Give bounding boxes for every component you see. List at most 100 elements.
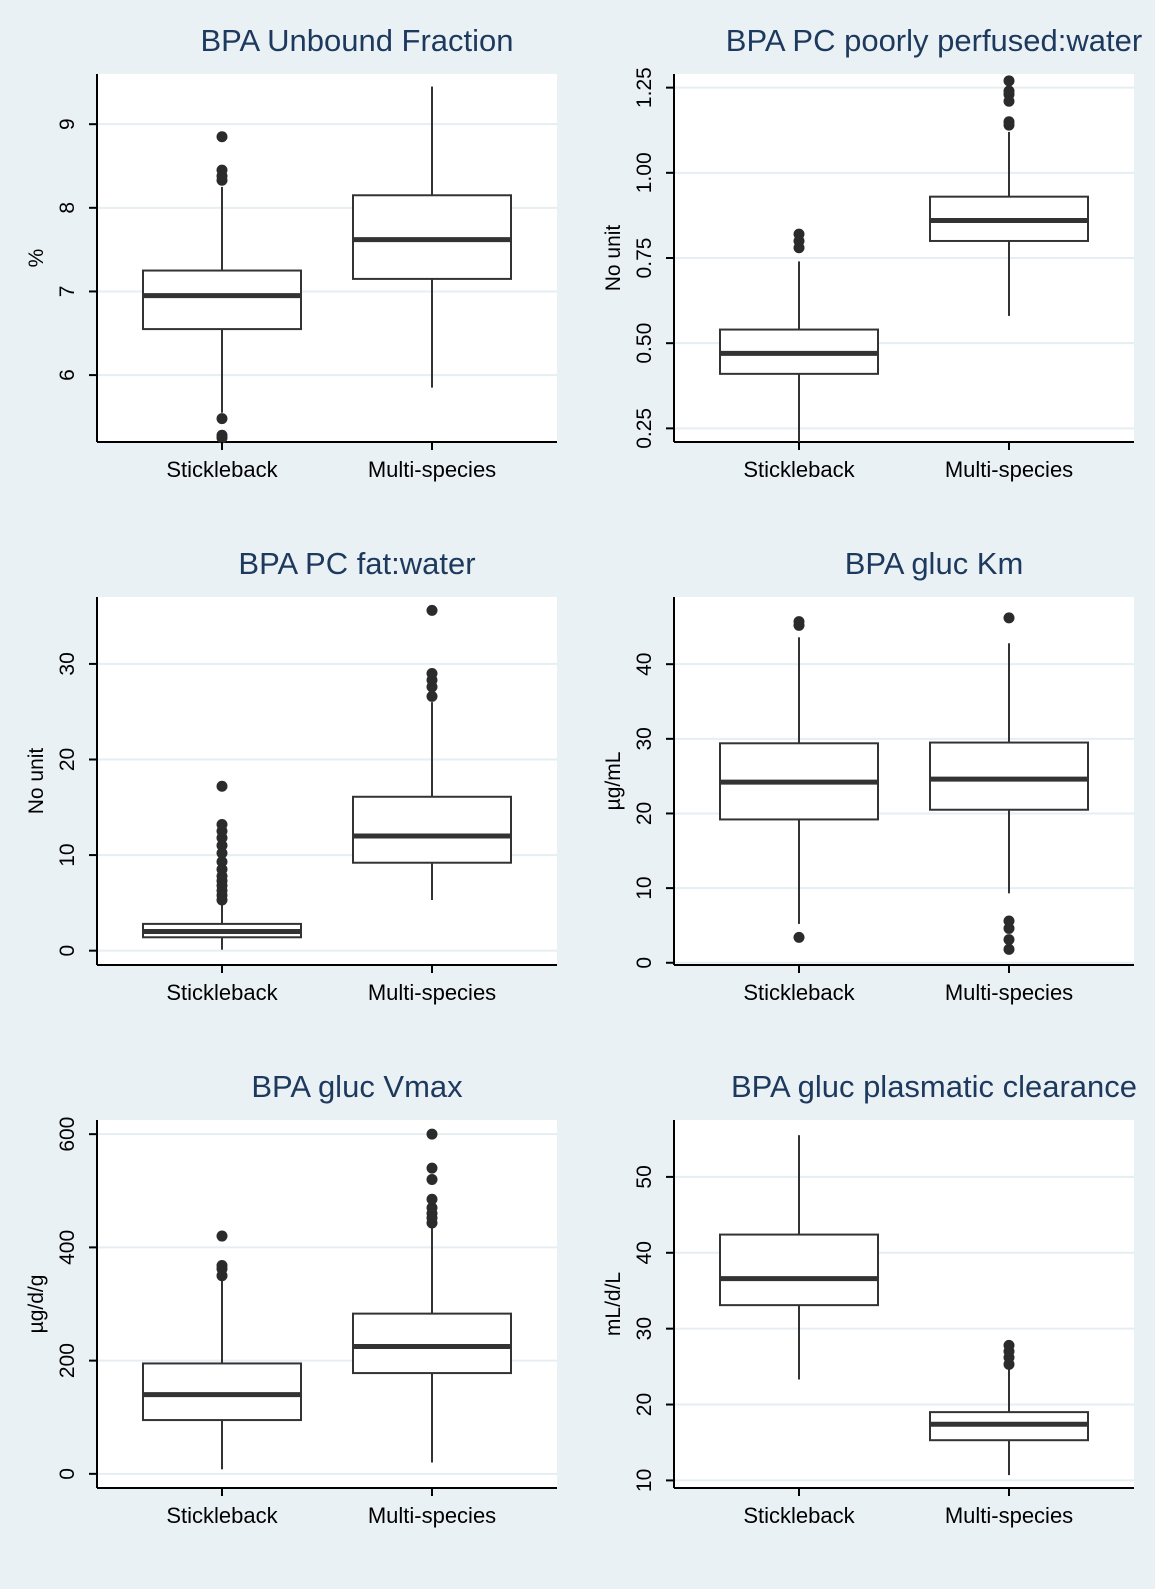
chart-title: BPA gluc Km (845, 546, 1024, 581)
outlier-point (216, 413, 228, 425)
outlier-point (426, 1128, 438, 1140)
outlier-point (216, 1230, 228, 1242)
box-iqr (142, 1362, 302, 1422)
outlier-point (426, 604, 438, 616)
outlier-point (216, 164, 228, 176)
box-multi-species (929, 612, 1089, 955)
chart-pc-fat-water: 0 10 20 30 No unit BPA PC fat:water Sticklebac… (25, 546, 557, 1005)
y-axis-label: µg/d/g (25, 1275, 48, 1334)
chart-title: BPA PC poorly perfused:water (726, 23, 1142, 58)
y-tick-label: 7 (56, 286, 79, 298)
y-tick-label: 40 (633, 1241, 656, 1264)
outlier-point (216, 131, 228, 143)
y-tick-label: 600 (56, 1117, 79, 1152)
y-axis-label: No unit (602, 225, 625, 292)
chart-gluc-plasmatic-clearance: 10 20 30 40 50 mL/d/L BPA gluc plasmatic clear… (602, 1069, 1137, 1528)
y-tick-label: 400 (56, 1230, 79, 1265)
plot-area (97, 1120, 557, 1488)
chart-pc-poorly-perfused: 0.25 0.50 0.75 1.00 1.25 No unit BPA PC poorly… (602, 23, 1142, 482)
box-iqr (352, 1312, 512, 1375)
box-stickleback (719, 1135, 879, 1380)
outlier-point (216, 856, 228, 868)
box-stickleback (142, 131, 302, 444)
outlier-point (1003, 612, 1015, 624)
x-tick-label: Stickleback (166, 1503, 278, 1528)
box-multi-species (929, 1339, 1089, 1476)
outlier-point (426, 1162, 438, 1174)
outlier-point (1003, 85, 1015, 97)
outlier-point (1003, 75, 1015, 87)
box-iqr (352, 194, 512, 280)
x-tick-label: Multi-species (368, 1503, 496, 1528)
y-tick-label: 0.50 (633, 323, 656, 364)
outlier-point (216, 818, 228, 830)
plot-area (97, 597, 557, 965)
x-tick-label: Multi-species (368, 980, 496, 1005)
box-iqr (142, 269, 302, 331)
y-tick-label: 30 (633, 1317, 656, 1340)
y-axis-label: mL/d/L (602, 1272, 625, 1336)
y-tick-label: 10 (56, 843, 79, 866)
y-tick-label: 6 (56, 369, 79, 381)
outlier-point (216, 847, 228, 859)
y-tick-label: 9 (56, 118, 79, 130)
outlier-point (426, 1202, 438, 1214)
panel-gluc-km: 0 10 20 30 40 µg/mL BPA gluc Km Stickleback Mult… (577, 523, 1154, 1052)
y-tick-label: 50 (633, 1165, 656, 1188)
outlier-point (216, 863, 228, 875)
y-tick-label: 0.75 (633, 238, 656, 279)
chart-gluc-vmax: 0 200 400 600 µg/d/g BPA gluc Vmax Stickleback… (25, 1069, 557, 1528)
box-iqr (719, 1233, 879, 1307)
y-tick-label: 10 (633, 876, 656, 899)
y-tick-label: 1.00 (633, 152, 656, 193)
y-tick-label: 0 (633, 957, 656, 969)
y-axis-label: µg/mL (602, 752, 625, 811)
y-tick-label: 20 (56, 748, 79, 771)
chart-unbound-fraction: 6 7 8 9% BPA Unbound Fraction Stickleback Mult… (25, 23, 557, 482)
outlier-point (1003, 915, 1015, 927)
outlier-point (216, 780, 228, 792)
outlier-point (426, 690, 438, 702)
box-iqr (352, 795, 512, 864)
x-tick-label: Stickleback (166, 457, 278, 482)
y-tick-label: 0 (56, 945, 79, 957)
chart-title: BPA Unbound Fraction (200, 23, 513, 58)
outlier-point (426, 1193, 438, 1205)
outlier-point (216, 429, 228, 441)
outlier-point (1003, 1339, 1015, 1351)
y-tick-label: 40 (633, 653, 656, 676)
box-multi-species (352, 86, 512, 388)
box-stickleback (719, 228, 879, 446)
outlier-point (1003, 934, 1015, 946)
panel-pc-fat-water: 0 10 20 30 No unit BPA PC fat:water Sticklebac… (0, 523, 577, 1052)
outlier-point (426, 1173, 438, 1185)
outlier-point (793, 616, 805, 628)
box-stickleback (719, 616, 879, 943)
box-multi-species (352, 604, 512, 901)
x-tick-label: Stickleback (743, 457, 855, 482)
outlier-point (1003, 116, 1015, 128)
chart-gluc-km: 0 10 20 30 40 µg/mL BPA gluc Km Stickleback Mult… (602, 546, 1134, 1005)
y-tick-label: 20 (633, 802, 656, 825)
y-tick-label: 30 (56, 652, 79, 675)
x-tick-label: Stickleback (743, 1503, 855, 1528)
outlier-point (216, 840, 228, 852)
x-tick-label: Multi-species (368, 457, 496, 482)
y-tick-label: 10 (633, 1469, 656, 1492)
chart-title: BPA PC fat:water (238, 546, 475, 581)
x-tick-label: Multi-species (945, 1503, 1073, 1528)
outlier-point (426, 667, 438, 679)
y-tick-label: 20 (633, 1393, 656, 1416)
y-axis-label: No unit (25, 748, 48, 815)
outlier-point (216, 1260, 228, 1272)
panel-gluc-plasmatic-clearance: 10 20 30 40 50 mL/d/L BPA gluc plasmatic clear… (577, 1046, 1154, 1575)
box-multi-species (352, 1128, 512, 1463)
outlier-point (793, 228, 805, 240)
y-tick-label: 1.25 (633, 67, 656, 108)
x-tick-label: Stickleback (743, 980, 855, 1005)
chart-title: BPA gluc plasmatic clearance (731, 1069, 1137, 1104)
box-stickleback (142, 780, 302, 950)
panel-unbound-fraction: 6 7 8 9% BPA Unbound Fraction Stickleback Mult… (0, 0, 577, 529)
panel-pc-poorly-perfused: 0.25 0.50 0.75 1.00 1.25 No unit BPA PC poorly… (577, 0, 1154, 529)
